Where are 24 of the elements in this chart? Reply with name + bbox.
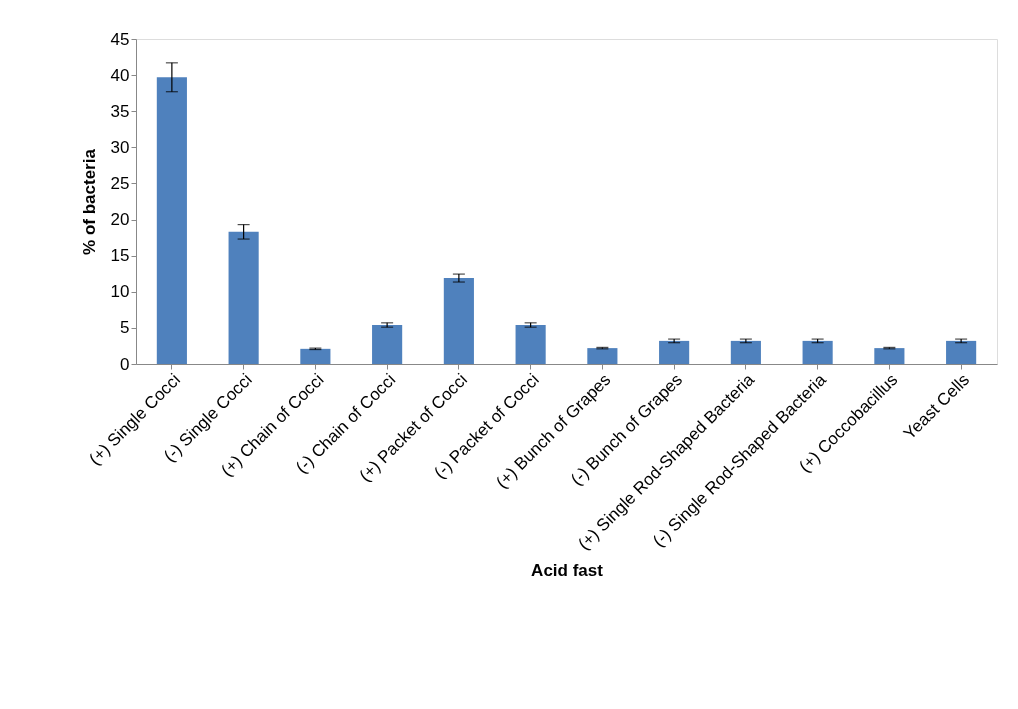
y-axis-title: % of bacteria <box>79 148 99 255</box>
bar <box>587 348 618 364</box>
y-tick-label: 30 <box>110 137 130 157</box>
bar <box>659 340 690 364</box>
bar <box>443 278 474 364</box>
y-tick-label: 10 <box>110 282 130 302</box>
y-tick-label: 40 <box>110 65 130 85</box>
y-tick-label: 15 <box>110 246 130 266</box>
y-tick-label: 35 <box>110 101 130 121</box>
x-axis-title: Acid fast <box>531 560 604 580</box>
bar <box>874 348 905 364</box>
y-tick-label: 45 <box>110 29 130 49</box>
bar <box>156 77 187 364</box>
bar <box>946 340 977 364</box>
bar <box>300 348 331 364</box>
y-tick-label: 0 <box>120 354 130 374</box>
bar <box>802 340 833 364</box>
bar <box>730 340 761 364</box>
bar <box>228 231 259 364</box>
y-tick-label: 20 <box>110 210 130 230</box>
y-tick-label: 5 <box>120 318 130 338</box>
bar <box>515 325 546 364</box>
y-tick-label: 25 <box>110 173 130 193</box>
bar <box>372 325 403 364</box>
